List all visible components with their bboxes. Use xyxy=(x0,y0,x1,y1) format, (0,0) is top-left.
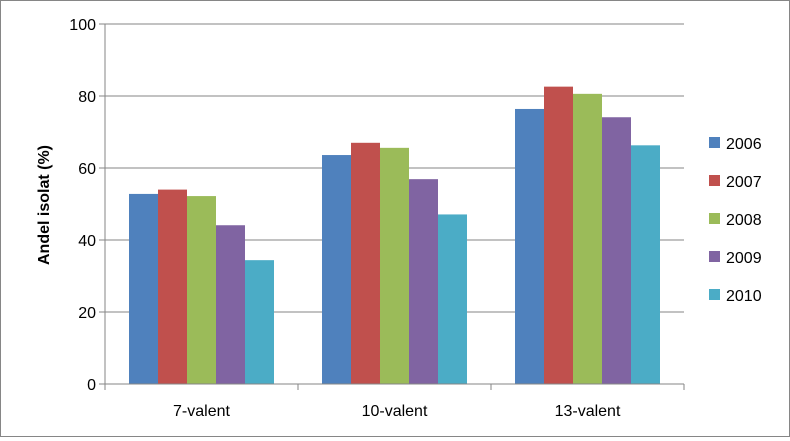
legend-label: 2006 xyxy=(726,136,762,153)
bar-13-valent-2006 xyxy=(515,108,544,385)
legend-swatch xyxy=(709,251,720,262)
y-tick-labels: 0 20 40 60 80 100 xyxy=(69,17,96,394)
y-tick-label: 40 xyxy=(78,233,96,250)
bar-7-valent-2008 xyxy=(187,196,216,384)
y-tick-label: 60 xyxy=(78,161,96,178)
bar-13-valent-2010 xyxy=(631,145,660,384)
y-tick-label: 20 xyxy=(78,305,96,322)
legend-swatch xyxy=(709,213,720,224)
legend-label: 2007 xyxy=(726,174,762,191)
y-tick-label: 100 xyxy=(69,17,96,34)
bar-10-valent-2008 xyxy=(380,147,409,384)
legend-label: 2008 xyxy=(726,212,762,229)
x-tick-label: 13-valent xyxy=(555,403,621,420)
bar-7-valent-2007 xyxy=(158,189,187,384)
legend-label: 2010 xyxy=(726,288,762,305)
x-tick-label: 7-valent xyxy=(173,403,230,420)
bar-13-valent-2007 xyxy=(544,86,573,384)
legend-swatch xyxy=(709,137,720,148)
bar-10-valent-2007 xyxy=(351,142,380,384)
bar-13-valent-2008 xyxy=(573,93,602,384)
y-tick-label: 0 xyxy=(87,377,96,394)
bar-13-valent-2009 xyxy=(602,117,631,385)
legend-label: 2009 xyxy=(726,250,762,267)
x-tick-labels: 7-valent 10-valent 13-valent xyxy=(173,403,621,420)
bar-7-valent-2009 xyxy=(216,225,245,384)
bars xyxy=(129,86,660,385)
y-tick-label: 80 xyxy=(78,89,96,106)
axes xyxy=(99,23,685,390)
legend: 2006 2007 2008 2009 2010 xyxy=(709,136,762,305)
legend-swatch xyxy=(709,175,720,186)
x-tick-label: 10-valent xyxy=(362,403,428,420)
y-axis-label: Andel isolat (%) xyxy=(36,145,53,265)
bar-10-valent-2009 xyxy=(409,179,438,384)
bar-10-valent-2010 xyxy=(438,214,467,384)
bar-7-valent-2010 xyxy=(245,260,274,384)
legend-swatch xyxy=(709,289,720,300)
bar-7-valent-2006 xyxy=(129,193,158,384)
bar-10-valent-2006 xyxy=(322,155,351,384)
